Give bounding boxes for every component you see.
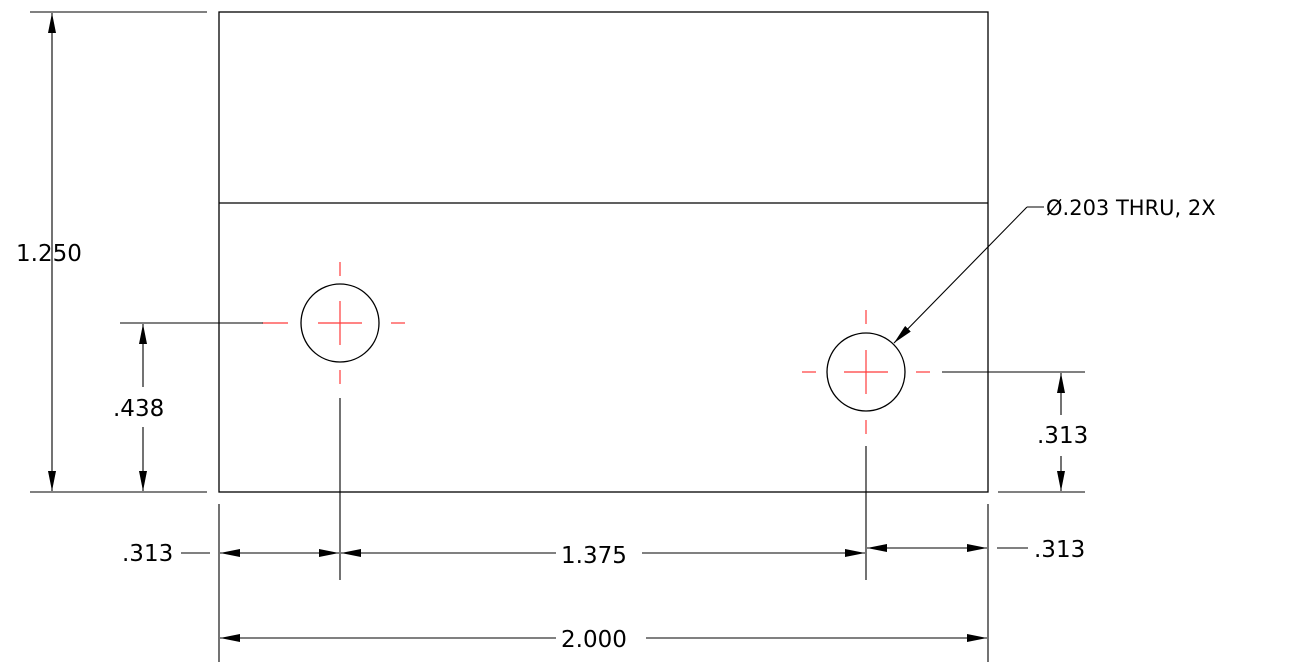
left-edge-offset-label: .313 xyxy=(122,541,173,567)
right-hole-height-label: .313 xyxy=(1037,423,1088,449)
dimension-lines xyxy=(48,13,1065,642)
hole-callout-label: Ø.203 THRU, 2X xyxy=(1046,196,1216,220)
right-edge-offset-label: .313 xyxy=(1034,537,1085,563)
centerlines xyxy=(262,262,930,434)
overall-height-label: 1.250 xyxy=(16,241,82,267)
hole-callout-leader xyxy=(893,206,1028,344)
hole-spacing-label: 1.375 xyxy=(561,543,627,569)
overall-width-label: 2.000 xyxy=(561,627,627,653)
part-boundary xyxy=(218,11,989,493)
part-outline xyxy=(218,11,989,493)
right-hole xyxy=(826,332,906,412)
dimension-labels: 1.250 .438 .313 .313 1.375 .313 2.000 Ø.… xyxy=(16,196,1216,653)
left-hole xyxy=(300,283,380,363)
holes xyxy=(300,283,906,412)
right-hole-centerline xyxy=(802,310,930,434)
extension-lines xyxy=(30,11,1085,662)
left-hole-height-label: .438 xyxy=(113,396,164,422)
left-hole-centerline xyxy=(262,262,405,384)
